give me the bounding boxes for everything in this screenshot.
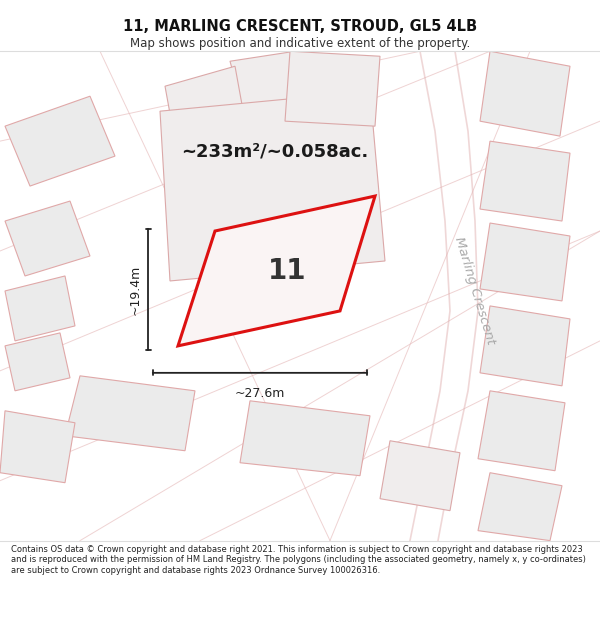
Text: Marling Crescent: Marling Crescent xyxy=(452,236,497,346)
Polygon shape xyxy=(160,91,385,281)
Text: ~19.4m: ~19.4m xyxy=(129,264,142,314)
Polygon shape xyxy=(480,306,570,386)
Polygon shape xyxy=(165,66,245,141)
Text: Contains OS data © Crown copyright and database right 2021. This information is : Contains OS data © Crown copyright and d… xyxy=(11,545,586,575)
Polygon shape xyxy=(480,51,570,136)
Polygon shape xyxy=(230,51,310,116)
Polygon shape xyxy=(5,333,70,391)
Polygon shape xyxy=(380,441,460,511)
Polygon shape xyxy=(5,276,75,341)
Polygon shape xyxy=(240,401,370,476)
Polygon shape xyxy=(480,223,570,301)
Text: 11, MARLING CRESCENT, STROUD, GL5 4LB: 11, MARLING CRESCENT, STROUD, GL5 4LB xyxy=(123,19,477,34)
Polygon shape xyxy=(65,376,195,451)
Text: ~27.6m: ~27.6m xyxy=(235,387,285,400)
Text: Map shows position and indicative extent of the property.: Map shows position and indicative extent… xyxy=(130,37,470,49)
Polygon shape xyxy=(478,391,565,471)
Polygon shape xyxy=(285,51,380,126)
Polygon shape xyxy=(480,141,570,221)
Text: 11: 11 xyxy=(268,257,306,285)
Polygon shape xyxy=(5,201,90,276)
Polygon shape xyxy=(5,96,115,186)
Text: ~233m²/~0.058ac.: ~233m²/~0.058ac. xyxy=(181,142,368,160)
Polygon shape xyxy=(478,472,562,541)
Polygon shape xyxy=(0,411,75,482)
Polygon shape xyxy=(178,196,375,346)
